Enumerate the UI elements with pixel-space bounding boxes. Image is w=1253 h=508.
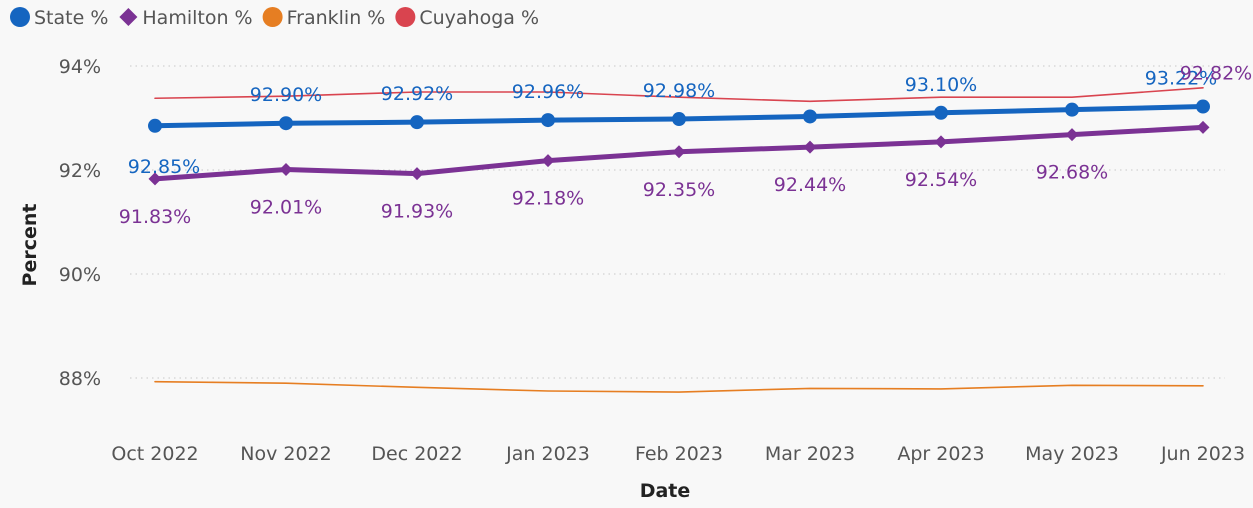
data-point-hamilton xyxy=(410,167,424,181)
legend-marker-franklin xyxy=(262,7,283,27)
data-labels-layer: 92.85% 92.90% 92.92% 92.96% 92.98% 93.10% 93.2… xyxy=(119,62,1252,227)
data-label-state: 92.98% xyxy=(643,80,715,102)
data-point-state xyxy=(541,113,555,128)
data-point-state xyxy=(410,115,424,130)
series-franklin xyxy=(154,380,1204,393)
x-tick-label: Oct 2022 xyxy=(111,443,198,465)
data-point-state xyxy=(148,118,162,133)
y-tick-label: 88% xyxy=(59,368,101,390)
x-axis-ticks: Oct 2022 Nov 2022 Dec 2022 Jan 2023 Feb 2023… xyxy=(111,443,1245,465)
legend-item-hamilton: Hamilton % xyxy=(119,7,253,29)
legend-marker-hamilton xyxy=(119,8,138,26)
data-label-state: 92.85% xyxy=(128,156,200,178)
data-point-state xyxy=(1065,102,1079,117)
legend-item-state: State % xyxy=(10,7,108,29)
series-line-cuyahoga xyxy=(154,87,1204,103)
y-tick-label: 92% xyxy=(59,160,101,182)
data-point-state xyxy=(934,105,948,120)
data-point-hamilton xyxy=(1065,128,1079,142)
series-state xyxy=(148,99,1210,133)
legend-label-state: State % xyxy=(34,7,108,29)
series-cuyahoga xyxy=(154,87,1204,103)
x-tick-label: Jun 2023 xyxy=(1160,443,1245,465)
data-point-state xyxy=(672,112,686,127)
data-label-hamilton: 92.54% xyxy=(905,169,977,191)
data-point-state xyxy=(803,109,817,124)
legend-label-cuyahoga: Cuyahoga % xyxy=(419,7,539,29)
y-axis-ticks: 88% 90% 92% 94% xyxy=(59,56,101,390)
data-label-state: 93.22% xyxy=(1145,68,1217,90)
data-point-hamilton xyxy=(279,162,293,176)
y-tick-label: 94% xyxy=(59,56,101,78)
series-layer xyxy=(148,87,1210,393)
data-label-hamilton: 91.83% xyxy=(119,206,191,228)
legend-label-hamilton: Hamilton % xyxy=(142,7,252,29)
y-axis-title: Percent xyxy=(19,204,41,287)
x-tick-label: Apr 2023 xyxy=(897,443,984,465)
data-label-hamilton: 92.01% xyxy=(250,196,322,218)
data-label-state: 92.92% xyxy=(381,83,453,105)
data-label-hamilton: 92.82% xyxy=(1180,62,1252,84)
data-point-hamilton xyxy=(672,145,686,159)
legend-item-franklin: Franklin % xyxy=(262,7,386,29)
x-tick-label: Mar 2023 xyxy=(765,443,855,465)
data-point-state xyxy=(279,116,293,131)
legend-marker-cuyahoga xyxy=(395,7,416,27)
legend-label-franklin: Franklin % xyxy=(287,7,386,29)
x-tick-label: Dec 2022 xyxy=(371,443,462,465)
data-label-state: 93.10% xyxy=(905,74,977,96)
series-line-franklin xyxy=(154,380,1204,393)
data-label-hamilton: 92.44% xyxy=(774,174,846,196)
data-point-hamilton xyxy=(934,135,948,149)
x-tick-label: Nov 2022 xyxy=(240,443,331,465)
legend-marker-state xyxy=(10,7,30,27)
data-label-hamilton: 92.35% xyxy=(643,179,715,201)
data-label-state: 92.96% xyxy=(512,81,584,103)
data-point-hamilton xyxy=(1196,120,1210,134)
data-point-hamilton xyxy=(541,154,555,168)
data-point-hamilton xyxy=(803,140,817,154)
x-axis-title: Date xyxy=(640,480,691,502)
legend: State % Hamilton % Franklin % Cuyahoga % xyxy=(10,7,539,29)
x-tick-label: May 2023 xyxy=(1025,443,1119,465)
series-hamilton xyxy=(148,120,1210,186)
data-point-hamilton xyxy=(148,172,162,186)
y-tick-label: 90% xyxy=(59,264,101,286)
x-tick-label: Jan 2023 xyxy=(505,443,590,465)
data-label-state: 92.90% xyxy=(250,84,322,106)
data-label-hamilton: 92.68% xyxy=(1036,162,1108,184)
data-label-hamilton: 91.93% xyxy=(381,201,453,223)
data-label-hamilton: 92.18% xyxy=(512,188,584,210)
x-tick-label: Feb 2023 xyxy=(635,443,723,465)
legend-item-cuyahoga: Cuyahoga % xyxy=(395,7,539,29)
data-point-state xyxy=(1196,99,1210,114)
